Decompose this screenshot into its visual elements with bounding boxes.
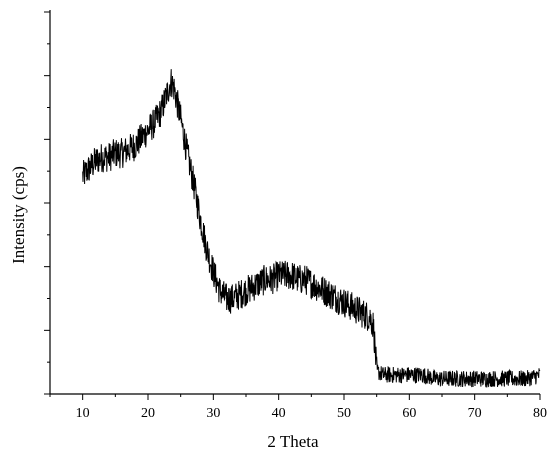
x-axis-label: 2 Theta (267, 432, 319, 451)
x-tick-label: 40 (272, 406, 286, 421)
x-axis-ticks: 10 20 30 40 50 60 70 80 (49, 394, 547, 421)
x-tick-label: 60 (402, 406, 416, 421)
y-axis-label: Intensity (cps) (9, 166, 28, 264)
x-tick-label: 10 (76, 406, 90, 421)
x-tick-label: 70 (468, 406, 482, 421)
series-line (82, 69, 541, 388)
y-axis-ticks (44, 11, 50, 395)
x-tick-label: 30 (206, 406, 220, 421)
x-tick-label: 20 (141, 406, 155, 421)
x-tick-label: 80 (533, 406, 547, 421)
x-tick-label: 50 (337, 406, 351, 421)
